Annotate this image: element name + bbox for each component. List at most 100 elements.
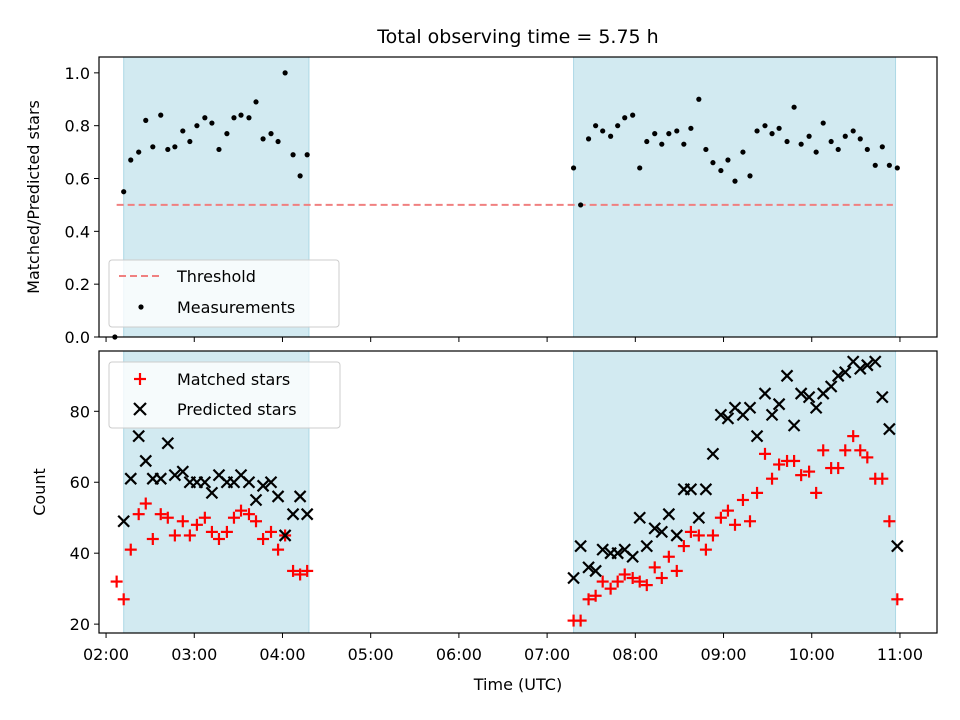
measurement-point	[128, 157, 134, 163]
bottom-y-tick-label: 20	[70, 615, 90, 634]
matched-star-point	[154, 508, 167, 521]
measurement-point	[585, 136, 592, 142]
predicted-star-point	[278, 529, 292, 542]
predicted-star-point	[611, 546, 624, 560]
matched-star-point	[242, 508, 255, 521]
measurement-point	[674, 128, 680, 134]
predicted-star-point	[655, 525, 669, 539]
bottom-legend: Matched stars Predicted stars	[108, 361, 341, 429]
measurement-point	[216, 146, 222, 153]
bottom-legend-box	[108, 361, 341, 429]
top-shaded-regions	[123, 56, 897, 338]
matched-star-point	[876, 472, 889, 485]
bottom-x-tick-label: 06:00	[436, 645, 482, 664]
measurement-point	[732, 178, 738, 184]
predicted-star-point	[198, 475, 212, 489]
chart-title: Total observing time = 5.75 h	[376, 26, 658, 48]
bottom-y-tick-label: 40	[70, 544, 90, 563]
top-y-tick-label: 0.8	[65, 117, 90, 136]
top-y-tick-label: 0.2	[65, 275, 90, 294]
top-y-axis-label: Matched/Predicted stars	[24, 100, 43, 294]
matched-star-point	[161, 511, 174, 524]
predicted-star-point	[758, 387, 772, 400]
measurement-point	[725, 157, 731, 163]
matched-star-point	[684, 525, 697, 538]
measurement-point	[297, 173, 303, 179]
measurement-point	[260, 136, 266, 142]
matched-star-point	[190, 518, 203, 531]
predicted-star-point	[161, 436, 175, 450]
predicted-star-point	[132, 429, 145, 443]
measurement-point	[180, 128, 186, 134]
measurement-point	[158, 112, 164, 118]
matched-star-point	[861, 451, 874, 464]
matched-star-point	[626, 572, 639, 585]
matched-star-point	[758, 447, 771, 460]
predicted-star-point	[293, 490, 307, 503]
predicted-star-point	[626, 550, 639, 564]
matched-star-point	[227, 511, 240, 524]
matched-star-point	[294, 568, 307, 581]
matched-star-point	[633, 575, 646, 588]
predicted-star-point	[249, 493, 263, 507]
bottom-x-tick-label: 07:00	[524, 645, 570, 664]
top-y-tick-label: 0.6	[65, 170, 90, 189]
bottom-x-tick-label: 05:00	[348, 645, 394, 664]
predicted-star-point	[633, 511, 647, 524]
measurement-point	[820, 120, 826, 126]
matched-star-point	[670, 564, 683, 577]
matched-star-point	[235, 504, 248, 517]
predicted-star-point	[670, 529, 684, 542]
measurement-point	[652, 131, 658, 137]
matched-star-point	[773, 458, 786, 471]
predicted-star-point	[596, 543, 609, 556]
measurement-point	[570, 165, 577, 171]
measurement-point	[703, 146, 709, 153]
measurement-point	[615, 123, 621, 129]
predicted-star-point	[692, 511, 706, 524]
top-shaded-region-1	[573, 56, 897, 338]
measurement-point	[194, 123, 200, 129]
predicted-star-point	[794, 387, 808, 400]
predicted-stars-points	[117, 355, 904, 585]
matched-star-point	[117, 593, 130, 606]
matched-star-point	[611, 575, 624, 588]
measurement-point	[600, 128, 606, 134]
predicted-star-point	[750, 429, 764, 443]
predicted-star-point	[684, 483, 698, 496]
matched-star-point	[817, 444, 830, 457]
legend-matched-swatch	[134, 373, 146, 385]
predicted-star-point	[868, 355, 882, 368]
matched-star-point	[582, 593, 595, 606]
bottom-x-tick-label: 02:00	[83, 645, 129, 664]
predicted-star-point	[831, 369, 845, 383]
measurement-point	[864, 146, 870, 153]
matched-star-point	[257, 533, 270, 545]
matched-star-point	[721, 504, 734, 517]
measurement-point	[872, 162, 878, 168]
predicted-star-point	[876, 390, 889, 404]
predicted-star-point	[883, 422, 896, 436]
predicted-star-point	[205, 486, 219, 500]
predicted-star-point	[824, 380, 838, 393]
bottom-y-axis-label: Count	[30, 468, 49, 516]
measurement-point	[290, 152, 296, 158]
measurement-point	[253, 99, 259, 105]
matched-star-point	[648, 561, 661, 574]
measurement-point	[710, 160, 716, 166]
measurement-points	[112, 70, 900, 340]
matched-star-point	[212, 533, 225, 545]
predicted-star-point	[271, 490, 285, 503]
matched-star-point	[183, 529, 196, 542]
measurement-point	[754, 128, 760, 134]
predicted-star-point	[300, 507, 314, 521]
measurement-point	[681, 141, 687, 147]
predicted-star-point	[286, 507, 300, 521]
matched-star-point	[655, 572, 668, 585]
measurement-point	[644, 138, 650, 145]
measurement-point	[304, 152, 310, 158]
matched-star-point	[618, 568, 631, 581]
bottom-shaded-region-1	[573, 350, 897, 634]
measurement-point	[187, 138, 193, 145]
legend-matched-label: Matched stars	[177, 370, 290, 389]
